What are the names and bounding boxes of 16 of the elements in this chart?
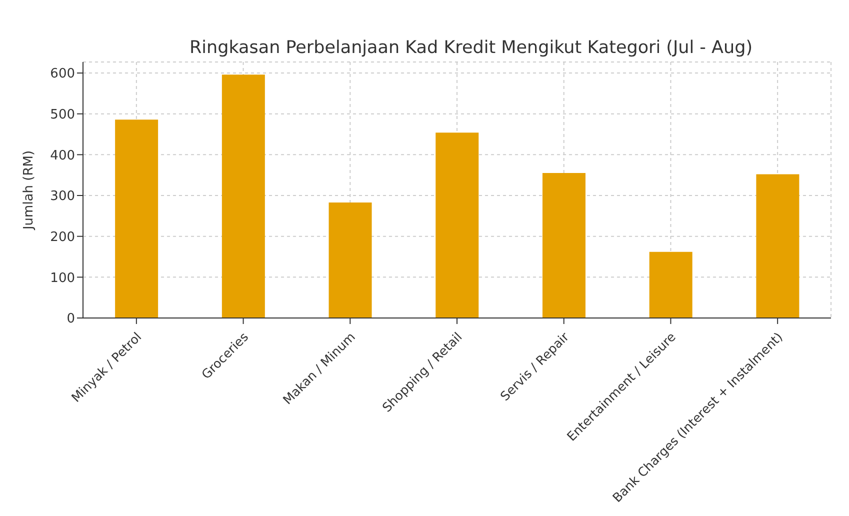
- y-tick-label: 100: [50, 270, 75, 286]
- y-axis-title: Jumlah (RM): [22, 150, 37, 231]
- y-tick-label: 400: [50, 148, 75, 164]
- y-tick-label: 600: [50, 66, 75, 82]
- bar: [436, 132, 479, 318]
- y-tick-label: 500: [50, 107, 75, 122]
- y-tick-label: 300: [50, 189, 75, 204]
- bar: [328, 202, 372, 318]
- chart-title: Ringkasan Perbelanjaan Kad Kredit Mengikut Kategori (Jul - Aug): [188, 38, 754, 58]
- bar: [115, 120, 158, 318]
- bar: [756, 174, 800, 318]
- bar: [649, 252, 692, 318]
- y-tick-label: 0: [66, 312, 75, 327]
- bar: [542, 173, 586, 318]
- y-tick-label: 200: [50, 230, 75, 245]
- bar: [222, 74, 265, 318]
